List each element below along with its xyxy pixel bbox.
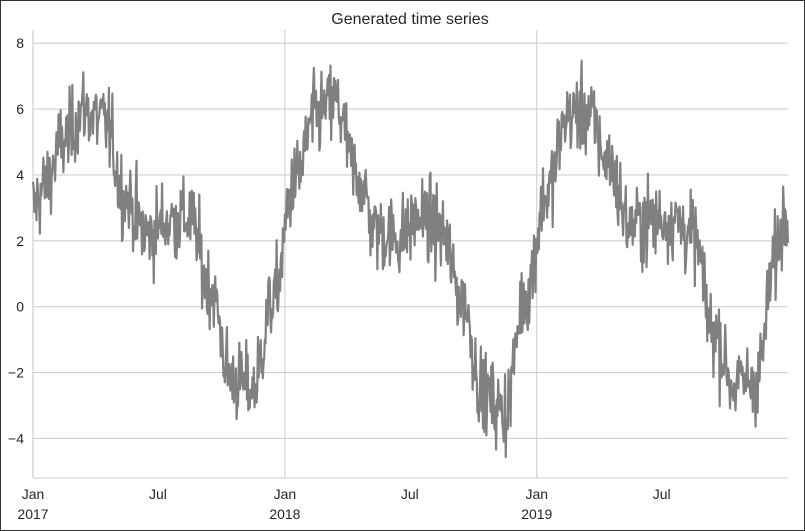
x-tick-year-label: 2019	[521, 506, 552, 522]
series	[31, 59, 790, 459]
x-tick-labels: Jan 2017 Jul Jan 2018 Jul Jan 2019 Jul	[17, 486, 670, 522]
y-tick-labels: 8 6 4 2 0 −2 −4	[8, 35, 24, 446]
y-tick-label: 6	[16, 101, 24, 117]
series-line	[31, 59, 790, 459]
x-tick-label: Jul	[401, 486, 419, 502]
chart-title: Generated time series	[331, 11, 488, 28]
x-tick-label: Jan	[526, 486, 549, 502]
x-tick-label: Jan	[274, 486, 297, 502]
x-tick-label: Jul	[653, 486, 671, 502]
x-tick-year-label: 2017	[17, 506, 48, 522]
x-tick-year-label: 2018	[269, 506, 300, 522]
y-tick-label: 4	[16, 167, 24, 183]
x-tick-label: Jul	[149, 486, 167, 502]
y-tick-label: −2	[8, 365, 24, 381]
y-tick-label: 2	[16, 233, 24, 249]
axes	[32, 30, 788, 479]
x-tick-label: Jan	[22, 486, 45, 502]
y-tick-label: 8	[16, 35, 24, 51]
y-tick-label: 0	[16, 299, 24, 315]
y-tick-label: −4	[8, 430, 24, 446]
